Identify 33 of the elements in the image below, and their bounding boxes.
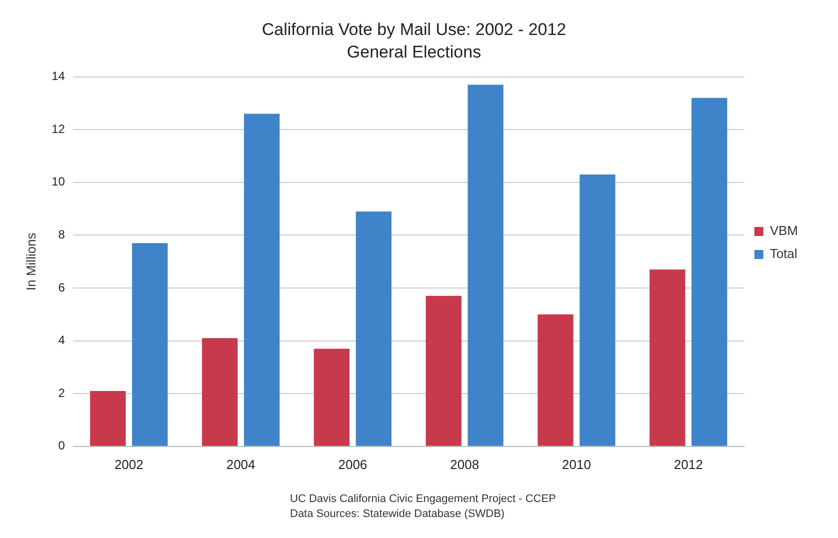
y-tick-label: 2 [58, 386, 66, 400]
y-tick-label: 12 [52, 122, 66, 136]
bar [580, 174, 616, 446]
bar [202, 338, 238, 446]
y-tick-label: 4 [58, 333, 66, 348]
bar [90, 390, 126, 446]
bar [538, 314, 574, 446]
bar [314, 348, 350, 446]
x-tick-label: 2010 [562, 456, 591, 472]
bar [356, 211, 392, 446]
y-tick-label: 0 [58, 438, 66, 453]
x-tick-label: 2004 [226, 456, 256, 472]
x-tick-label: 2012 [674, 456, 703, 472]
bar [426, 296, 462, 446]
legend-label: VBM [770, 223, 798, 238]
x-tick-label: 2008 [450, 456, 480, 472]
y-tick-label: 10 [52, 174, 66, 189]
bar [468, 84, 504, 446]
y-tick-label: 8 [58, 228, 66, 242]
y-axis-title: In Millions [23, 232, 38, 290]
y-tick-label: 14 [52, 69, 66, 84]
chart-subtitle: General Elections [346, 42, 482, 62]
text: Data Sources: Statewide Database (SWDB) [290, 508, 505, 520]
bar [692, 98, 728, 446]
x-tick-label: 2002 [114, 456, 144, 472]
y-tick-label: 6 [58, 280, 66, 294]
x-tick-label: 2006 [338, 456, 368, 472]
bar [132, 243, 168, 446]
text: UC Davis California Civic Engagement Project - CCEP [290, 493, 556, 505]
legend-label: Total [770, 246, 798, 262]
bar [650, 270, 686, 446]
bar [244, 114, 280, 446]
chart-title: California Vote by Mail Use: 2002 - 2012 [262, 20, 566, 39]
